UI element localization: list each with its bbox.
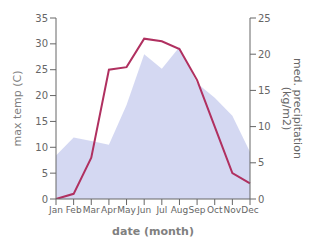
svg-text:Nov: Nov xyxy=(224,205,242,215)
svg-text:5: 5 xyxy=(258,157,264,168)
svg-text:Jan: Jan xyxy=(48,205,63,215)
svg-text:Oct: Oct xyxy=(207,205,223,215)
svg-text:Mar: Mar xyxy=(83,205,100,215)
svg-text:Aug: Aug xyxy=(171,205,189,215)
svg-text:15: 15 xyxy=(35,116,48,127)
svg-text:date (month): date (month) xyxy=(112,225,194,238)
svg-text:Dec: Dec xyxy=(241,205,258,215)
svg-text:20: 20 xyxy=(258,49,271,60)
svg-text:20: 20 xyxy=(35,90,48,101)
svg-text:5: 5 xyxy=(42,168,48,179)
svg-text:Jun: Jun xyxy=(136,205,151,215)
svg-text:Sep: Sep xyxy=(189,205,206,215)
svg-text:0: 0 xyxy=(42,194,48,205)
svg-text:max temp (C): max temp (C) xyxy=(11,70,24,146)
svg-text:May: May xyxy=(117,205,136,215)
svg-text:Jul: Jul xyxy=(155,205,167,215)
svg-text:25: 25 xyxy=(258,13,271,24)
svg-text:Apr: Apr xyxy=(101,205,117,215)
svg-text:10: 10 xyxy=(35,142,48,153)
svg-text:35: 35 xyxy=(35,13,48,24)
svg-text:med. precipitation(kg/m2): med. precipitation(kg/m2) xyxy=(280,58,304,159)
svg-text:30: 30 xyxy=(35,38,48,49)
svg-text:10: 10 xyxy=(258,121,271,132)
svg-text:15: 15 xyxy=(258,85,271,96)
svg-text:0: 0 xyxy=(258,194,264,205)
svg-text:25: 25 xyxy=(35,64,48,75)
svg-text:Feb: Feb xyxy=(66,205,82,215)
